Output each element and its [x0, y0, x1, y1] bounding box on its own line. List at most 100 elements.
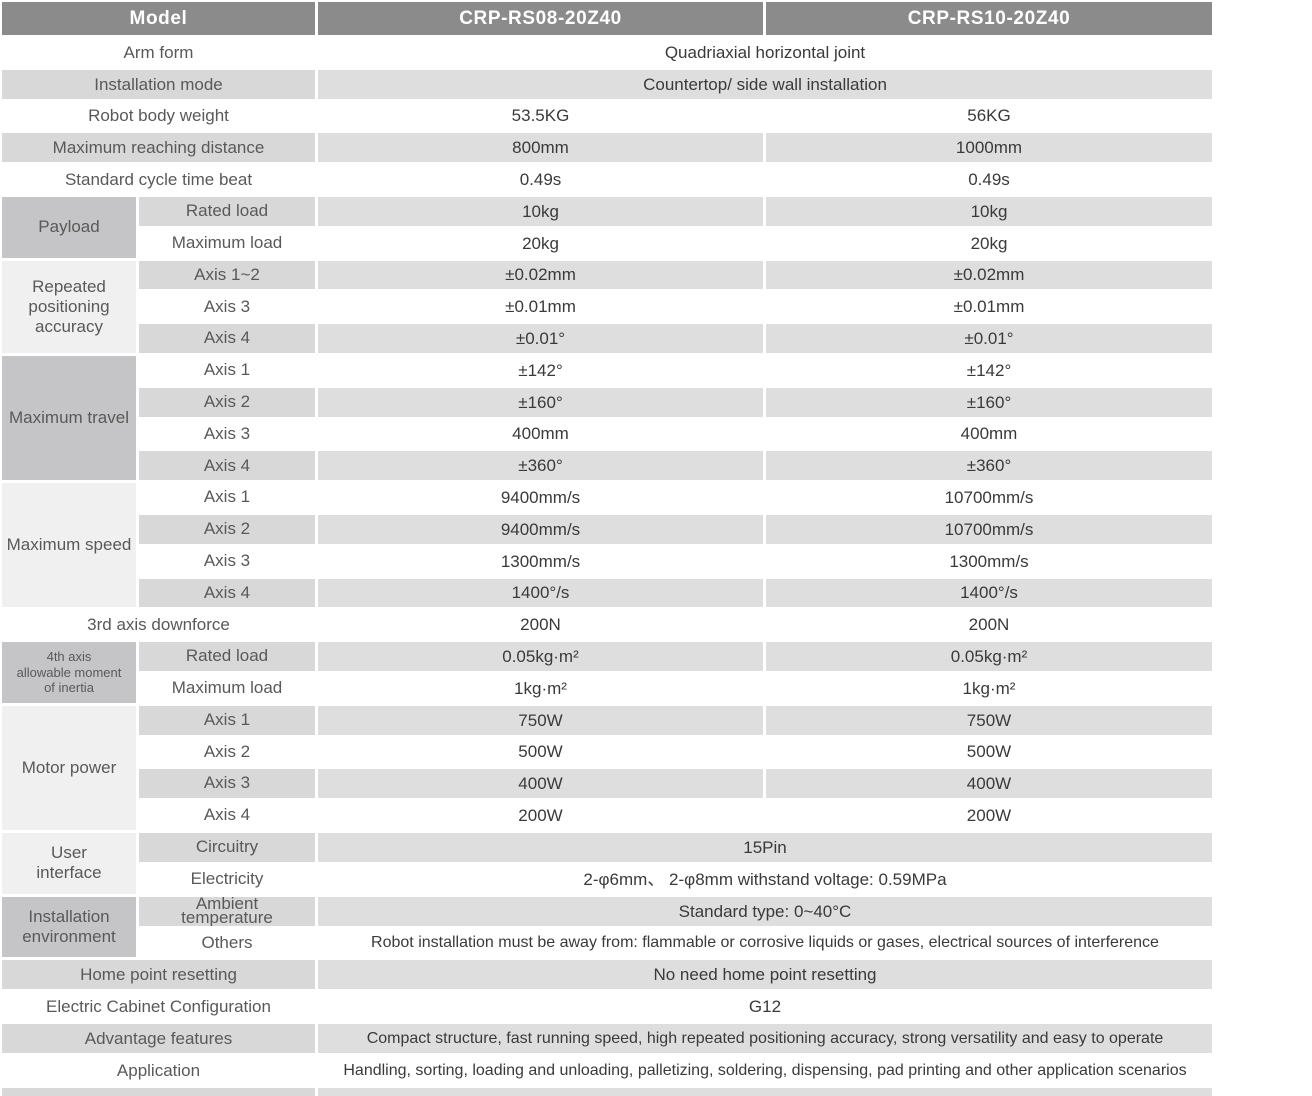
- value-cell: 1kg·m²: [318, 673, 763, 703]
- row-sublabel: Rated load: [139, 196, 315, 226]
- table-row: Electric Cabinet Configuration G12: [2, 992, 1212, 1021]
- row-sublabel: Axis 3: [139, 419, 315, 449]
- row-sublabel: Circuitry: [139, 832, 315, 862]
- value-cell: 400W: [318, 769, 763, 799]
- table-wrapper: Model CRP-RS08-20Z40 CRP-RS10-20Z40 Arm …: [2, 2, 1212, 1096]
- table-row: Maximum travel Axis 1 ±142° ±142°: [2, 355, 1212, 481]
- table-row: Axis 3 400mm 400mm: [2, 419, 1212, 449]
- value-cell: 15Pin: [318, 832, 1212, 862]
- row-label: Standard cycle time beat: [2, 165, 315, 194]
- row-sublabel: Axis 4: [139, 578, 315, 608]
- table-row: Electricity 2-φ6mm、 2-φ8mm withstand volt…: [2, 864, 1212, 894]
- value-cell: 200N: [318, 610, 763, 640]
- value-cell: ±0.01°: [318, 324, 763, 353]
- value-cell: ±160°: [318, 387, 763, 417]
- value-cell: 53.5KG: [318, 101, 763, 131]
- table-row: 4th axis allowable moment of inertia Rate…: [2, 642, 1212, 703]
- value-cell: 1000mm: [766, 133, 1212, 163]
- value-cell: ±0.02mm: [766, 260, 1212, 290]
- row-sublabel: Axis 4: [139, 801, 315, 830]
- value-cell: 20kg: [766, 228, 1212, 258]
- value-cell: 10700mm/s: [766, 514, 1212, 544]
- row-label: Home point resetting: [2, 960, 315, 990]
- value-cell: 800mm: [318, 133, 763, 163]
- row-sublabel: Others: [139, 928, 315, 958]
- value-cell: 10700mm/s: [766, 483, 1212, 512]
- row-sublabel: Axis 4: [139, 324, 315, 353]
- table-row: Axis 4 1400°/s 1400°/s: [2, 578, 1212, 608]
- value-cell: Robot installation must be away from: fl…: [318, 928, 1212, 958]
- group-label: Motor power: [2, 705, 136, 830]
- value-cell: ±142°: [318, 355, 763, 385]
- value-cell: Quadriaxial horizontal joint: [318, 38, 1212, 67]
- value-cell: ±360°: [766, 451, 1212, 481]
- table-row: 3rd axis downforce 200N 200N: [2, 610, 1212, 640]
- table-row: Axis 2 500W 500W: [2, 737, 1212, 767]
- group-label: Maximum speed: [2, 483, 136, 608]
- group-label: Maximum travel: [2, 355, 136, 481]
- value-cell: 500W: [766, 737, 1212, 767]
- group-label: Installation environment: [2, 896, 136, 958]
- header-row: Model CRP-RS08-20Z40 CRP-RS10-20Z40: [2, 2, 1212, 35]
- table-row: Axis 3 400W 400W: [2, 769, 1212, 799]
- table-row: Axis 3 ±0.01mm ±0.01mm: [2, 292, 1212, 322]
- row-label: Application: [2, 1055, 315, 1085]
- header-cell-model-a: CRP-RS08-20Z40: [318, 2, 763, 35]
- table-row: Maximum speed Axis 1 9400mm/s 10700mm/s: [2, 483, 1212, 608]
- row-sublabel: Electricity: [139, 864, 315, 894]
- table-row: Home point resetting No need home point r…: [2, 960, 1212, 990]
- table-row: Application Handling, sorting, loading an…: [2, 1055, 1212, 1085]
- table-row: Maximum reaching distance 800mm 1000mm: [2, 133, 1212, 163]
- value-cell: 750W: [318, 705, 763, 735]
- row-sublabel: Axis 2: [139, 737, 315, 767]
- value-cell: 0.49s: [318, 165, 763, 194]
- table-row: Repeated positioning accuracy Axis 1~2 ±0.…: [2, 260, 1212, 353]
- table-row: Others Robot installation must be away fr…: [2, 928, 1212, 958]
- row-sublabel: Rated load: [139, 642, 315, 671]
- group-label: Payload: [2, 196, 136, 258]
- row-label: Advantage features: [2, 1023, 315, 1053]
- row-label: 3rd axis downforce: [2, 610, 315, 640]
- header-cell-model: Model: [2, 2, 315, 35]
- table-row: [2, 1087, 1212, 1096]
- value-cell: 1300mm/s: [318, 546, 763, 576]
- row-label: Robot body weight: [2, 101, 315, 131]
- table-row: Maximum load 20kg 20kg: [2, 228, 1212, 258]
- header-cell-model-b: CRP-RS10-20Z40: [766, 2, 1212, 35]
- value-cell: 10kg: [766, 196, 1212, 226]
- spec-table: Model CRP-RS08-20Z40 CRP-RS10-20Z40 Arm …: [2, 2, 1212, 1096]
- value-cell: 1400°/s: [318, 578, 763, 608]
- row-label: Arm form: [2, 38, 315, 67]
- table-row: Arm form Quadriaxial horizontal joint: [2, 38, 1212, 67]
- row-sublabel: Axis 1~2: [139, 260, 315, 290]
- table-row: Maximum load 1kg·m² 1kg·m²: [2, 673, 1212, 703]
- value-cell: 1300mm/s: [766, 546, 1212, 576]
- table-row: Advantage features Compact structure, fas…: [2, 1023, 1212, 1053]
- row-sublabel: Axis 1: [139, 705, 315, 735]
- table-row: Axis 2 9400mm/s 10700mm/s: [2, 514, 1212, 544]
- group-label: User interface: [2, 832, 136, 894]
- row-label: [2, 1087, 315, 1096]
- value-cell: 1400°/s: [766, 578, 1212, 608]
- value-cell: ±160°: [766, 387, 1212, 417]
- row-sublabel: Axis 3: [139, 292, 315, 322]
- value-cell: 56KG: [766, 101, 1212, 131]
- table-row: Installation environment Ambient temperat…: [2, 896, 1212, 958]
- value-cell: 0.49s: [766, 165, 1212, 194]
- row-sublabel: Axis 2: [139, 387, 315, 417]
- value-cell: 0.05kg·m²: [766, 642, 1212, 671]
- value-cell: 400mm: [766, 419, 1212, 449]
- group-label: Repeated positioning accuracy: [2, 260, 136, 353]
- table-row: Axis 3 1300mm/s 1300mm/s: [2, 546, 1212, 576]
- value-cell: Handling, sorting, loading and unloading…: [318, 1055, 1212, 1085]
- row-sublabel: Maximum load: [139, 673, 315, 703]
- value-cell: Countertop/ side wall installation: [318, 69, 1212, 99]
- value-cell: 400mm: [318, 419, 763, 449]
- value-cell: 20kg: [318, 228, 763, 258]
- value-cell: 200W: [318, 801, 763, 830]
- table-row: Installation mode Countertop/ side wall i…: [2, 69, 1212, 99]
- table-row: Payload Rated load 10kg 10kg: [2, 196, 1212, 258]
- value-cell: 0.05kg·m²: [318, 642, 763, 671]
- row-sublabel: Axis 3: [139, 769, 315, 799]
